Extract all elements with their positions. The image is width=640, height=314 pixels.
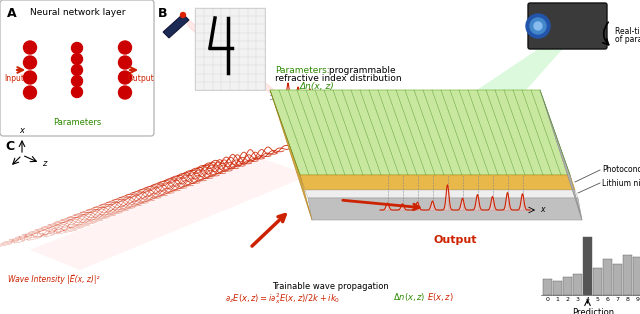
Polygon shape bbox=[30, 158, 310, 270]
Text: Photoconductor: Photoconductor bbox=[602, 165, 640, 175]
Text: $E(x,z)$: $E(x,z)$ bbox=[427, 291, 454, 303]
Text: $\partial_z E(x,z) = i\partial^2_x E(x,z)/2k + ik_0$: $\partial_z E(x,z) = i\partial^2_x E(x,z… bbox=[225, 291, 340, 306]
Text: 3: 3 bbox=[575, 297, 579, 302]
Text: 1: 1 bbox=[556, 297, 559, 302]
Bar bbox=[603, 259, 612, 295]
Polygon shape bbox=[350, 33, 577, 175]
Circle shape bbox=[530, 18, 546, 34]
Polygon shape bbox=[270, 90, 312, 220]
Text: 5: 5 bbox=[596, 297, 600, 302]
Circle shape bbox=[24, 71, 36, 84]
Text: Input: Input bbox=[4, 74, 24, 83]
Bar bbox=[613, 264, 622, 295]
Circle shape bbox=[72, 42, 83, 53]
Text: x: x bbox=[540, 205, 545, 214]
Circle shape bbox=[72, 53, 83, 64]
Text: B: B bbox=[158, 7, 168, 20]
Text: 8: 8 bbox=[625, 297, 629, 302]
Polygon shape bbox=[270, 90, 570, 175]
Text: Output: Output bbox=[433, 235, 477, 245]
Text: Trainable wave propagation: Trainable wave propagation bbox=[271, 282, 388, 291]
Circle shape bbox=[72, 64, 83, 75]
Text: Wave Intensity |Ê(x, z)|²: Wave Intensity |Ê(x, z)|² bbox=[8, 275, 99, 284]
Text: $\Delta n(x,z)$: $\Delta n(x,z)$ bbox=[393, 291, 426, 303]
Text: 4: 4 bbox=[586, 297, 589, 302]
Circle shape bbox=[118, 71, 131, 84]
FancyBboxPatch shape bbox=[0, 0, 154, 136]
Circle shape bbox=[72, 86, 83, 98]
Bar bbox=[543, 279, 552, 295]
Text: C: C bbox=[5, 140, 14, 153]
Text: Output: Output bbox=[127, 74, 154, 83]
Text: x: x bbox=[352, 93, 356, 101]
Circle shape bbox=[526, 14, 550, 38]
Polygon shape bbox=[540, 90, 582, 220]
Circle shape bbox=[24, 56, 36, 69]
Text: Parameters:: Parameters: bbox=[275, 66, 330, 75]
FancyBboxPatch shape bbox=[528, 3, 607, 49]
Circle shape bbox=[72, 75, 83, 86]
Bar bbox=[583, 236, 592, 295]
Text: z: z bbox=[42, 159, 46, 167]
Bar bbox=[623, 255, 632, 295]
Text: 0: 0 bbox=[545, 297, 549, 302]
Bar bbox=[553, 281, 562, 295]
Polygon shape bbox=[163, 14, 189, 38]
Text: 6: 6 bbox=[605, 297, 609, 302]
Bar bbox=[633, 257, 640, 295]
Polygon shape bbox=[308, 198, 582, 220]
Polygon shape bbox=[305, 190, 578, 198]
Circle shape bbox=[118, 86, 131, 99]
Bar bbox=[563, 277, 572, 295]
Circle shape bbox=[24, 86, 36, 99]
Circle shape bbox=[118, 56, 131, 69]
Polygon shape bbox=[185, 17, 285, 105]
Text: Input: Input bbox=[299, 113, 332, 123]
Circle shape bbox=[118, 41, 131, 54]
Polygon shape bbox=[300, 175, 575, 190]
Text: Real-time updates: Real-time updates bbox=[615, 28, 640, 36]
Circle shape bbox=[180, 13, 186, 18]
Text: Prediction: Prediction bbox=[572, 308, 614, 314]
Text: Parameters: Parameters bbox=[53, 118, 101, 127]
Polygon shape bbox=[195, 8, 265, 90]
Text: reshape: reshape bbox=[277, 105, 305, 111]
Text: x: x bbox=[19, 126, 24, 135]
Text: Neural network layer: Neural network layer bbox=[30, 8, 125, 17]
Text: of parameters: of parameters bbox=[615, 35, 640, 45]
Text: Δn(x, z): Δn(x, z) bbox=[300, 82, 335, 91]
Text: programmable: programmable bbox=[326, 66, 396, 75]
Text: Lithium niobate waveguide: Lithium niobate waveguide bbox=[602, 178, 640, 187]
Bar bbox=[573, 274, 582, 295]
Text: 9: 9 bbox=[636, 297, 639, 302]
Text: 7: 7 bbox=[616, 297, 620, 302]
Text: 2: 2 bbox=[566, 297, 570, 302]
Text: refractive index distribution: refractive index distribution bbox=[275, 74, 402, 83]
Circle shape bbox=[534, 22, 542, 30]
Text: A: A bbox=[7, 7, 17, 20]
Circle shape bbox=[24, 41, 36, 54]
Bar bbox=[593, 268, 602, 295]
